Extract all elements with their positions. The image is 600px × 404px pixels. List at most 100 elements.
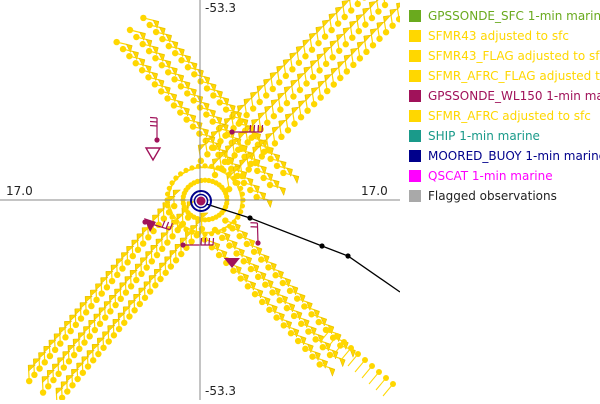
sfmr-point: [152, 282, 158, 288]
sfmr-point: [219, 235, 225, 241]
sfmr-point: [78, 315, 84, 321]
sfmr-point: [158, 88, 164, 94]
sfmr-point: [287, 288, 293, 294]
legend-item-sfmr-afrc[interactable]: SFMR_AFRC adjusted to sfc: [409, 106, 600, 126]
sfmr-point: [131, 307, 137, 313]
sfmr-point: [149, 258, 155, 264]
sfmr-point: [291, 121, 297, 127]
sfmr-point: [316, 319, 322, 325]
sfmr-point: [140, 41, 146, 47]
sfmr-point: [104, 284, 110, 290]
sfmr-point: [363, 49, 369, 55]
map-canvas: [0, 0, 400, 400]
sfmr-point: [147, 22, 153, 28]
sfmr-point: [303, 80, 309, 86]
sfmr-point: [244, 139, 250, 145]
legend-item-sfmr43[interactable]: SFMR43 adjusted to sfc: [409, 26, 600, 46]
sfmr-point: [255, 274, 261, 280]
sfmr-point: [302, 346, 308, 352]
sfmr-point: [263, 92, 269, 98]
legend-label: SFMR_AFRC adjusted to sfc: [428, 109, 591, 123]
sfmr-point: [55, 371, 61, 377]
sfmr-point: [90, 357, 96, 363]
legend-item-qscat[interactable]: QSCAT 1-min marine: [409, 166, 600, 186]
legend-label: GPSSONDE_SFC 1-min marine: [428, 9, 600, 23]
sfmr-point: [40, 389, 46, 395]
sfmr-flag: [293, 175, 299, 183]
sfmr-point: [212, 172, 218, 178]
legend-swatch: [409, 30, 421, 42]
sfmr-flag: [318, 81, 325, 88]
sfmr-point: [92, 327, 98, 333]
legend-item-sfmr-afrc-flag[interactable]: SFMR_AFRC_FLAG adjusted to sfc: [409, 66, 600, 86]
sfmr-point: [278, 134, 284, 140]
sfmr-point: [244, 241, 250, 247]
sfmr-point: [240, 191, 245, 196]
sfmr-point: [80, 370, 86, 376]
sfmr-point: [310, 74, 316, 80]
sfmr-point: [305, 328, 311, 334]
legend-label: SHIP 1-min marine: [428, 129, 540, 143]
sfmr-flag: [311, 60, 318, 67]
sfmr-point: [329, 54, 335, 60]
sfmr-point: [145, 234, 151, 240]
legend-item-moored-buoy[interactable]: MOORED_BUOY 1-min marine: [409, 146, 600, 166]
sfmr-flag: [364, 35, 371, 42]
sfmr-point: [270, 86, 276, 92]
sfmr-point: [173, 175, 178, 180]
sfmr-point: [36, 365, 42, 371]
sfmr-point: [173, 219, 178, 224]
sfmr-point: [71, 352, 77, 358]
sfmr-flag: [310, 33, 317, 40]
sfmr-point: [145, 74, 151, 80]
sfmr-point: [152, 55, 158, 61]
sfmr-barb: [362, 366, 372, 378]
circle-target-icon: [191, 191, 211, 211]
sfmr-flag: [291, 80, 298, 87]
sfmr-point: [383, 29, 389, 35]
sfmr-point: [348, 7, 354, 13]
sfmr-point: [93, 297, 99, 303]
sfmr-point: [137, 301, 143, 307]
sfmr-point: [67, 328, 73, 334]
sfmr-point: [250, 105, 256, 111]
sfmr-point: [224, 194, 229, 199]
legend-item-flagged[interactable]: Flagged observations: [409, 186, 600, 206]
sfmr-point: [291, 313, 297, 319]
sfmr-flag: [377, 22, 384, 29]
sfmr-flag: [252, 119, 259, 126]
sfmr-point: [323, 61, 329, 67]
sfmr-point: [146, 48, 152, 54]
sfmr-point: [138, 271, 144, 277]
sfmr-point: [251, 249, 257, 255]
sfmr-point: [322, 33, 328, 39]
sfmr-point: [26, 378, 32, 384]
sfmr-point: [190, 97, 196, 103]
sfmr-flag: [316, 26, 323, 33]
sfmr-point: [361, 0, 367, 1]
legend-item-sfmr43-flag[interactable]: SFMR43_FLAG adjusted to sfc: [409, 46, 600, 66]
sfmr-point: [309, 353, 315, 359]
legend-item-ship[interactable]: SHIP 1-min marine: [409, 126, 600, 146]
sfmr-point: [223, 106, 229, 112]
sfmr-point: [159, 36, 165, 42]
sfmr-point: [284, 305, 290, 311]
legend-item-gpssonde-wl150[interactable]: GPSSONDE_WL150 1-min marine: [409, 86, 600, 106]
sfmr-point: [172, 50, 178, 56]
sfmr-point: [362, 21, 368, 27]
target-dot: [197, 197, 206, 206]
sfmr-point: [245, 283, 251, 289]
sfmr-flag: [331, 68, 338, 75]
sfmr-point: [147, 288, 153, 294]
sfmr-flag: [344, 55, 351, 62]
sfmr-point: [324, 88, 330, 94]
sfmr-point: [273, 314, 279, 320]
legend-item-gpssonde-sfc[interactable]: GPSSONDE_SFC 1-min marine: [409, 6, 600, 26]
sfmr-flag: [376, 0, 383, 2]
sfmr-point: [95, 351, 101, 357]
sfmr-point: [271, 113, 277, 119]
sfmr-point: [297, 87, 303, 93]
wind-observation-map[interactable]: -53.3 -53.3 17.0 17.0: [0, 0, 400, 400]
sfmr-point: [389, 22, 395, 28]
sfmr-point: [243, 112, 249, 118]
